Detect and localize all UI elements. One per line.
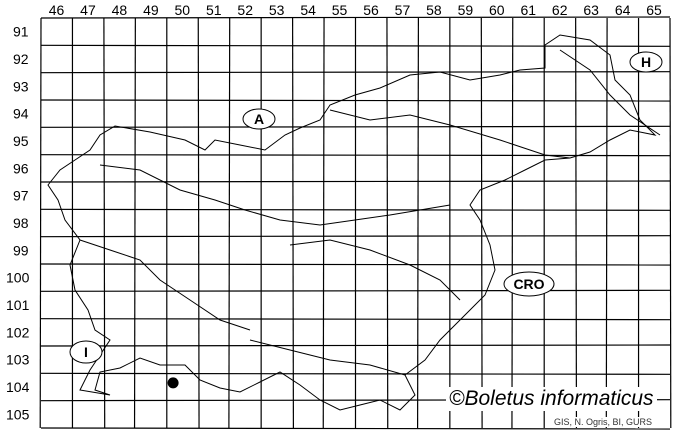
column-label: 58 — [426, 2, 442, 18]
austria-label-oval — [242, 108, 276, 130]
row-label: 105 — [6, 406, 30, 422]
row-label: 96 — [13, 160, 29, 176]
grid-line-vertical — [228, 17, 231, 429]
river — [289, 239, 461, 301]
column-label: 61 — [520, 2, 536, 18]
country-outline — [47, 34, 661, 411]
grid-line-horizontal — [40, 289, 671, 292]
river — [99, 164, 451, 226]
austria-label: A — [254, 111, 264, 127]
grid-line-horizontal — [40, 235, 671, 238]
row-label: 94 — [13, 106, 29, 122]
grid-line-vertical — [669, 17, 672, 429]
record-dot — [167, 377, 179, 389]
column-label: 51 — [206, 2, 222, 18]
croatia-label: CRO — [513, 276, 544, 292]
row-label: 98 — [13, 215, 29, 231]
grid-line-horizontal — [40, 372, 671, 375]
column-label: 56 — [363, 2, 379, 18]
column-label: 65 — [646, 2, 662, 18]
column-label: 63 — [583, 2, 599, 18]
copyright-credit: ©Boletus informaticus — [446, 387, 657, 411]
river — [329, 109, 571, 159]
grid-line-vertical — [386, 17, 389, 429]
grid-line-vertical — [133, 17, 136, 429]
row-label: 93 — [13, 78, 29, 94]
data-source: GIS, N. Ogris, BI, GURS — [554, 417, 653, 427]
grid-line-horizontal — [40, 44, 671, 47]
grid-line-horizontal — [40, 344, 671, 347]
hungary-label: H — [641, 54, 651, 70]
grid-line-horizontal — [40, 154, 671, 157]
river — [79, 239, 251, 331]
grid-line-horizontal — [40, 318, 671, 321]
column-label: 60 — [489, 2, 505, 18]
river — [249, 339, 406, 376]
column-label: 57 — [395, 2, 411, 18]
grid-line-vertical — [39, 17, 42, 429]
column-label: 46 — [49, 2, 65, 18]
grid-line-vertical — [322, 17, 325, 429]
grid-line-horizontal — [40, 263, 671, 266]
column-label: 49 — [143, 2, 159, 18]
row-label: 95 — [13, 133, 29, 149]
italy-label: I — [84, 344, 88, 360]
hungary-label-oval — [629, 51, 663, 73]
column-label: 64 — [615, 2, 631, 18]
grid-line-horizontal — [40, 99, 671, 102]
row-label: 101 — [6, 297, 30, 313]
column-label: 47 — [80, 2, 96, 18]
italy-label-oval — [69, 340, 103, 364]
slovenia-border — [47, 34, 657, 411]
column-label: 50 — [175, 2, 191, 18]
row-label: 100 — [6, 270, 30, 286]
grid-line-vertical — [292, 17, 294, 429]
column-label: 55 — [332, 2, 348, 18]
grid-line-vertical — [575, 17, 578, 429]
grid-line-horizontal — [40, 71, 671, 74]
grid-line-horizontal — [40, 180, 671, 183]
grid-lines — [39, 16, 672, 430]
croatia-label-oval — [503, 271, 555, 297]
grid-line-horizontal — [40, 208, 671, 211]
column-label: 52 — [237, 2, 253, 18]
row-label: 102 — [6, 324, 30, 340]
grid-line-vertical — [103, 17, 106, 429]
column-label: 59 — [458, 2, 474, 18]
row-label: 92 — [13, 51, 29, 67]
grid-line-vertical — [197, 17, 200, 429]
column-label: 53 — [269, 2, 285, 18]
grid-line-horizontal — [40, 125, 671, 128]
row-label: 104 — [6, 379, 30, 395]
column-label: 62 — [552, 2, 568, 18]
river — [559, 49, 661, 136]
row-label: 91 — [13, 24, 29, 40]
grid-line-vertical — [605, 17, 608, 429]
grid-line-horizontal — [40, 16, 671, 19]
row-label: 99 — [13, 242, 29, 258]
row-label: 97 — [13, 188, 29, 204]
row-label: 103 — [6, 352, 30, 368]
grid-line-vertical — [511, 17, 514, 429]
column-label: 54 — [300, 2, 316, 18]
grid-line-horizontal — [40, 427, 671, 430]
grid-line-vertical — [417, 17, 419, 429]
column-label: 48 — [112, 2, 128, 18]
